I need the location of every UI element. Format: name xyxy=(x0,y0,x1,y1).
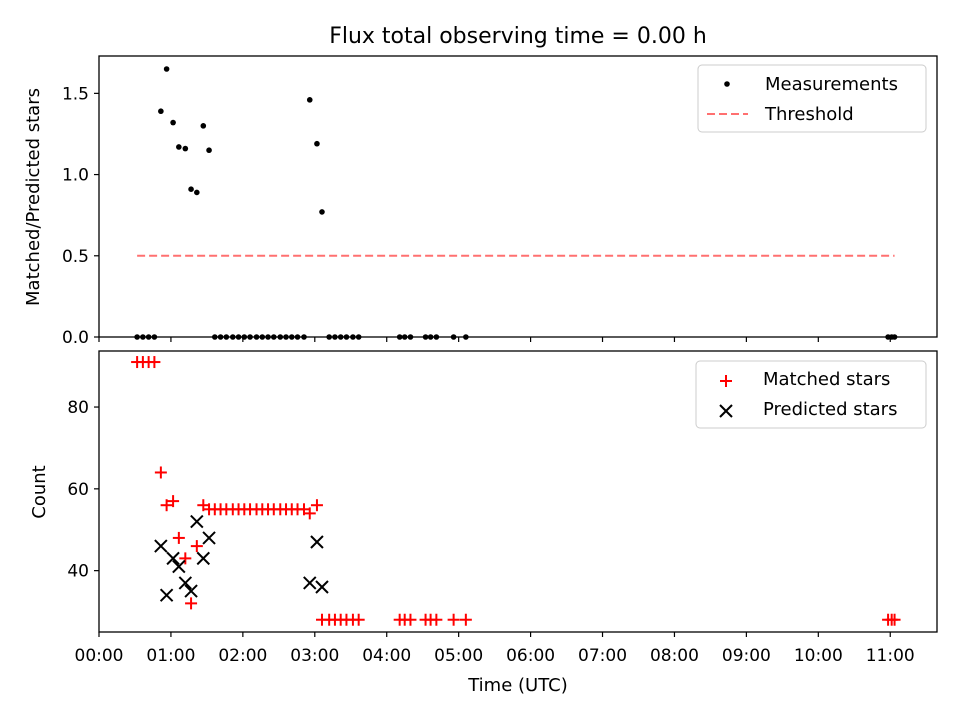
matched-star-point xyxy=(404,613,417,626)
matched-star-point xyxy=(888,613,901,626)
predicted-star-point xyxy=(184,584,198,598)
measurement-point xyxy=(158,108,164,115)
matched-star-point xyxy=(430,613,443,626)
x-tick-label: 00:00 xyxy=(75,646,124,666)
predicted-star-point xyxy=(315,580,329,594)
matched-star-point xyxy=(160,499,173,512)
bottom-legend-box xyxy=(695,360,927,429)
x-tick-label: 08:00 xyxy=(650,646,699,666)
top-panel-frame xyxy=(98,55,938,338)
x-tick-label: 06:00 xyxy=(506,646,555,666)
x-tick-label: 03:00 xyxy=(290,646,339,666)
y-tick-label: 60 xyxy=(67,480,89,500)
predicted-star-point xyxy=(190,514,204,529)
top-panel: Flux total observing time = 0.00 h 0.00.… xyxy=(23,24,938,348)
matched-star-point xyxy=(190,540,203,553)
x-tick-label: 11:00 xyxy=(866,646,915,666)
predicted-star-point xyxy=(154,539,168,553)
legend-threshold-label: Threshold xyxy=(764,104,854,125)
y-tick-label: 40 xyxy=(67,562,89,582)
predicted-star-point xyxy=(172,559,186,574)
x-tick-label: 01:00 xyxy=(146,646,195,666)
legend-measurements-label: Measurements xyxy=(765,74,898,95)
measurement-point xyxy=(182,145,189,152)
measurement-point xyxy=(163,66,170,72)
bottom-panel-ylabel: Count xyxy=(29,465,50,518)
measurement-point xyxy=(170,119,176,126)
predicted-star-point xyxy=(196,551,211,566)
x-tick-label: 07:00 xyxy=(578,646,627,666)
y-tick-label: 1.5 xyxy=(62,84,89,104)
bottom-panel-ticks: 00:00 01:00 02:00 03:00 04:00 05:00 06:00 07:00… xyxy=(67,398,914,666)
x-tick-label: 05:00 xyxy=(434,646,483,666)
measurement-point xyxy=(200,123,207,129)
y-tick-label: 1.0 xyxy=(62,166,89,186)
top-legend-box xyxy=(697,64,927,133)
legend-matched-label: Matched stars xyxy=(763,369,890,390)
x-tick-label: 10:00 xyxy=(794,646,843,666)
matched-star-point xyxy=(148,356,161,369)
top-panel-ticks: 0.0 0.5 1.0 1.5 xyxy=(62,84,891,348)
predicted-star-point xyxy=(178,576,193,590)
matched-star-point xyxy=(179,552,192,565)
predicted-star-point xyxy=(202,531,216,545)
predicted-star-point xyxy=(166,551,180,566)
bottom-panel-legend: Matched stars Predicted stars xyxy=(695,360,927,429)
measurement-point xyxy=(176,144,182,150)
x-tick-label: 04:00 xyxy=(362,646,411,666)
bottom-panel-frame xyxy=(98,350,938,633)
measurement-point xyxy=(206,147,212,154)
matched-star-point xyxy=(167,495,180,508)
predicted-star-point xyxy=(310,535,324,549)
predicted-star-point xyxy=(159,588,174,602)
bottom-panel-xlabel: Time (UTC) xyxy=(467,675,568,696)
y-tick-label: 0.5 xyxy=(62,247,89,267)
matched-star-point xyxy=(185,597,198,610)
top-panel-legend: Measurements Threshold xyxy=(697,64,927,133)
legend-predicted-marker xyxy=(719,404,733,418)
legend-measurements-marker xyxy=(724,81,730,87)
matched-star-point xyxy=(303,507,316,520)
measurement-point xyxy=(188,186,194,192)
y-tick-label: 80 xyxy=(67,398,89,418)
measurement-point xyxy=(314,140,320,147)
legend-matched-marker xyxy=(720,375,732,387)
top-panel-ylabel: Matched/Predicted stars xyxy=(23,88,44,306)
y-tick-label: 0.0 xyxy=(62,328,89,348)
x-tick-label: 09:00 xyxy=(722,646,771,666)
measurement-point xyxy=(319,209,325,215)
measurement-point xyxy=(306,97,313,103)
legend-predicted-label: Predicted stars xyxy=(763,399,897,420)
matched-star-point xyxy=(352,613,365,626)
bottom-panel: 00:00 01:00 02:00 03:00 04:00 05:00 06:00 07:00… xyxy=(29,350,938,696)
matched-star-point xyxy=(310,499,323,512)
x-tick-label: 02:00 xyxy=(218,646,267,666)
top-panel-title: Flux total observing time = 0.00 h xyxy=(329,24,707,49)
matched-star-point xyxy=(154,466,167,479)
measurement-point xyxy=(194,189,200,196)
matched-star-point xyxy=(459,613,472,626)
bottom-panel-marks xyxy=(131,356,901,626)
matched-star-point xyxy=(447,613,460,626)
matched-star-point xyxy=(172,531,185,544)
predicted-star-point xyxy=(303,576,317,590)
